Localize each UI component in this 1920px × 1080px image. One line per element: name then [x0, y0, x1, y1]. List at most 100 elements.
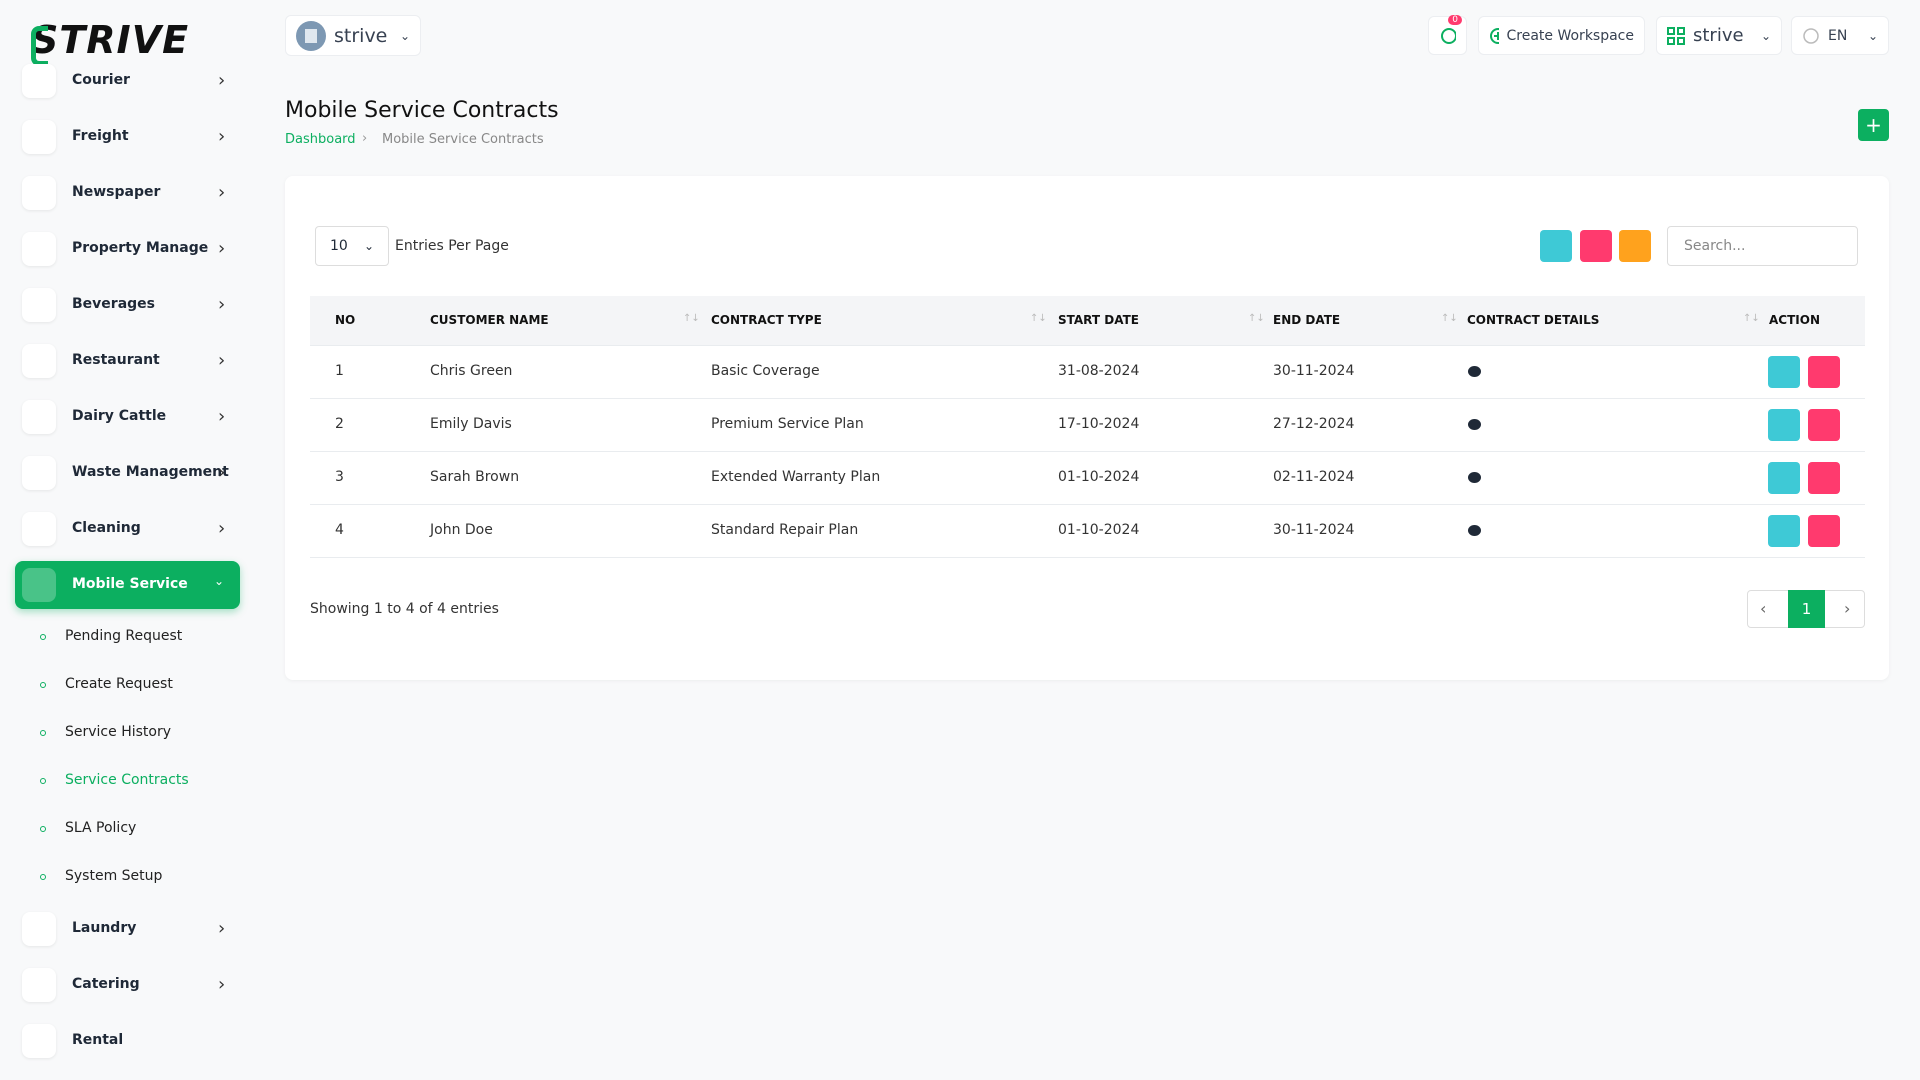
submenu-item[interactable]: Pending Request — [65, 628, 183, 644]
details-icon[interactable] — [1468, 525, 1481, 536]
sort-icon: ↑↓ — [1743, 313, 1760, 324]
edit-button[interactable] — [1768, 409, 1800, 441]
submenu-dot — [40, 634, 46, 640]
sort-icon: ↑↓ — [1030, 313, 1047, 324]
edit-button[interactable] — [1768, 462, 1800, 494]
brand-logo[interactable]: STRIVE — [31, 18, 190, 62]
column-header[interactable]: END DATE — [1273, 313, 1341, 327]
submenu-item[interactable]: Create Request — [65, 676, 173, 692]
refresh-button[interactable] — [1619, 230, 1651, 262]
submenu-item[interactable]: Service Contracts — [65, 772, 189, 788]
table-cell: 02-11-2024 — [1273, 469, 1355, 485]
menu-item[interactable]: Newspaper — [72, 184, 161, 200]
submenu-dot — [40, 778, 46, 784]
chevron: › — [218, 182, 226, 203]
table-cell: 3 — [335, 469, 344, 485]
table-cell: 01-10-2024 — [1058, 522, 1140, 538]
user-workspace-name: strive — [1693, 25, 1744, 46]
entries-value: 10 — [330, 238, 348, 254]
undo-button[interactable] — [1580, 230, 1612, 262]
menu-item[interactable]: Courier — [72, 72, 130, 88]
details-icon[interactable] — [1468, 366, 1481, 377]
delete-button[interactable] — [1808, 356, 1840, 388]
create-workspace-label: Create Workspace — [1506, 27, 1635, 44]
menu-item[interactable]: Laundry — [72, 920, 137, 936]
chevron: › — [218, 918, 226, 939]
delete-button[interactable] — [1808, 462, 1840, 494]
sort-icon: ↑↓ — [1441, 313, 1458, 324]
menu-icon — [22, 400, 56, 434]
column-header[interactable]: CUSTOMER NAME — [430, 313, 549, 327]
language[interactable]: EN ⌄ — [1791, 16, 1889, 55]
table-cell: 1 — [335, 363, 344, 379]
user-workspace[interactable]: strive ⌄ — [1656, 16, 1782, 55]
column-header[interactable]: START DATE — [1058, 313, 1139, 327]
delete-button[interactable] — [1808, 515, 1840, 547]
grid-icon — [1667, 26, 1685, 45]
active-menu[interactable] — [15, 561, 240, 609]
chevron: › — [218, 238, 226, 259]
notifications[interactable]: 0 — [1428, 15, 1467, 55]
prev-page[interactable]: ‹ — [1760, 599, 1767, 618]
menu-item[interactable]: Catering — [72, 976, 140, 992]
menu-icon — [22, 232, 56, 266]
submenu-item[interactable]: System Setup — [65, 868, 163, 884]
page-number[interactable]: 1 — [1788, 590, 1825, 628]
submenu-dot — [40, 682, 46, 688]
search-input[interactable]: Search... — [1667, 226, 1858, 266]
column-header[interactable]: NO — [335, 313, 356, 327]
column-header[interactable]: CONTRACT TYPE — [711, 313, 822, 327]
chevron: ⌄ — [399, 28, 410, 43]
table-cell: Sarah Brown — [430, 469, 520, 485]
menu-icon — [22, 912, 56, 946]
menu-item[interactable]: Beverages — [72, 296, 155, 312]
create-workspace[interactable]: Create Workspace — [1478, 16, 1645, 55]
chevron: › — [218, 126, 226, 147]
column-header: ACTION — [1769, 313, 1820, 327]
submenu-item[interactable]: SLA Policy — [65, 820, 137, 836]
menu-item[interactable]: Restaurant — [72, 352, 160, 368]
breadcrumb-separator: › — [362, 131, 368, 146]
edit-button[interactable] — [1768, 515, 1800, 547]
edit-button[interactable] — [1768, 356, 1800, 388]
details-icon[interactable] — [1468, 472, 1481, 483]
submenu-item[interactable]: Service History — [65, 724, 171, 740]
menu-item[interactable]: Property Manage — [72, 240, 209, 256]
table-cell: 30-11-2024 — [1273, 363, 1355, 379]
menu-item[interactable]: Cleaning — [72, 520, 141, 536]
delete-button[interactable] — [1808, 409, 1840, 441]
table-cell: 31-08-2024 — [1058, 363, 1140, 379]
workspace-switch[interactable]: strive ⌄ — [285, 15, 421, 56]
column-header[interactable]: CONTRACT DETAILS — [1467, 313, 1600, 327]
row-divider — [310, 398, 1865, 399]
entries-select[interactable]: 10 ⌄ — [315, 226, 389, 266]
menu-item[interactable]: Freight — [72, 128, 129, 144]
download-button[interactable] — [1540, 230, 1572, 262]
table-cell: 27-12-2024 — [1273, 416, 1355, 432]
add-button[interactable]: + — [1858, 109, 1889, 141]
chevron: ⌄ — [363, 239, 374, 253]
workspace-icon — [296, 20, 326, 51]
menu-item[interactable]: Mobile Service — [72, 576, 188, 592]
breadcrumb-link[interactable]: Dashboard — [285, 132, 356, 147]
menu-item[interactable]: Waste Management — [72, 464, 229, 480]
workspace-name: strive — [334, 24, 388, 47]
table-cell: 30-11-2024 — [1273, 522, 1355, 538]
details-icon[interactable] — [1468, 419, 1481, 430]
row-divider — [310, 557, 1865, 558]
row-divider — [310, 345, 1865, 346]
menu-item[interactable]: Dairy Cattle — [72, 408, 167, 424]
menu-icon — [22, 64, 56, 98]
next-page[interactable]: › — [1844, 599, 1851, 618]
table-summary: Showing 1 to 4 of 4 entries — [310, 601, 499, 617]
logo-mark — [31, 26, 48, 66]
table-cell: Chris Green — [430, 363, 513, 379]
table-cell: Basic Coverage — [711, 363, 820, 379]
menu-icon — [22, 1024, 56, 1058]
menu-item[interactable]: Rental — [72, 1032, 124, 1048]
chat-icon — [1441, 27, 1456, 44]
chevron: › — [218, 350, 226, 371]
language-code: EN — [1828, 27, 1848, 44]
row-divider — [310, 451, 1865, 452]
